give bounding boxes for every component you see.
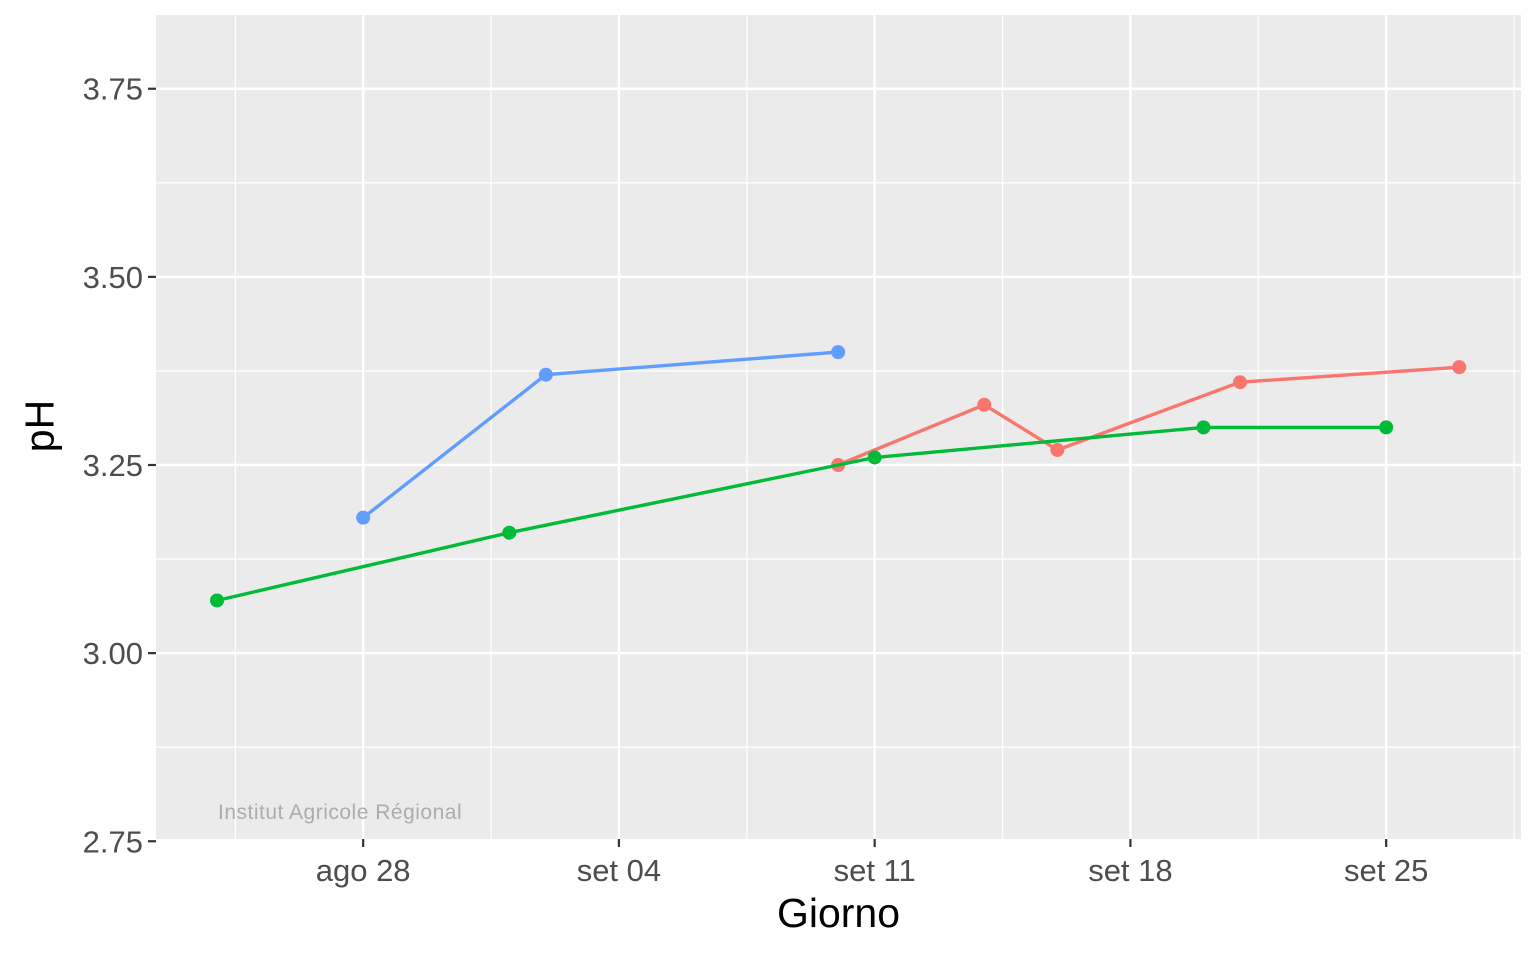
series-green (210, 420, 1394, 608)
series-green-point (502, 525, 517, 540)
x-axis-title: Giorno (776, 890, 901, 936)
series-red-point (1233, 375, 1248, 390)
series-red-point (977, 397, 992, 412)
x-tick-label: set 11 (834, 853, 916, 888)
y-tick-label: 3.25 (83, 448, 143, 483)
y-axis-title-wrap: pH (8, 0, 72, 960)
series-red-point (1050, 442, 1065, 457)
series-green-point (1379, 420, 1394, 435)
y-tick-label: 3.75 (83, 72, 143, 107)
series-green-point (1196, 420, 1211, 435)
y-tick-label: 2.75 (83, 824, 143, 859)
x-tick-label: set 18 (1088, 853, 1172, 888)
y-tick-label: 3.00 (83, 636, 143, 671)
series-blue-point (538, 367, 553, 382)
series-blue-point (356, 510, 371, 525)
watermark-text: Institut Agricole Régional (218, 801, 463, 824)
series-red-point (1452, 360, 1467, 375)
series-green-point (867, 450, 882, 465)
series-green-point (210, 593, 225, 608)
y-tick-label: 3.50 (83, 260, 143, 295)
x-tick-label: set 04 (577, 853, 661, 888)
series-blue (356, 345, 846, 525)
series-blue-point (831, 345, 846, 360)
x-tick-label: ago 28 (316, 853, 411, 888)
x-tick-label: set 25 (1344, 853, 1428, 888)
y-axis-title: pH (16, 399, 63, 453)
